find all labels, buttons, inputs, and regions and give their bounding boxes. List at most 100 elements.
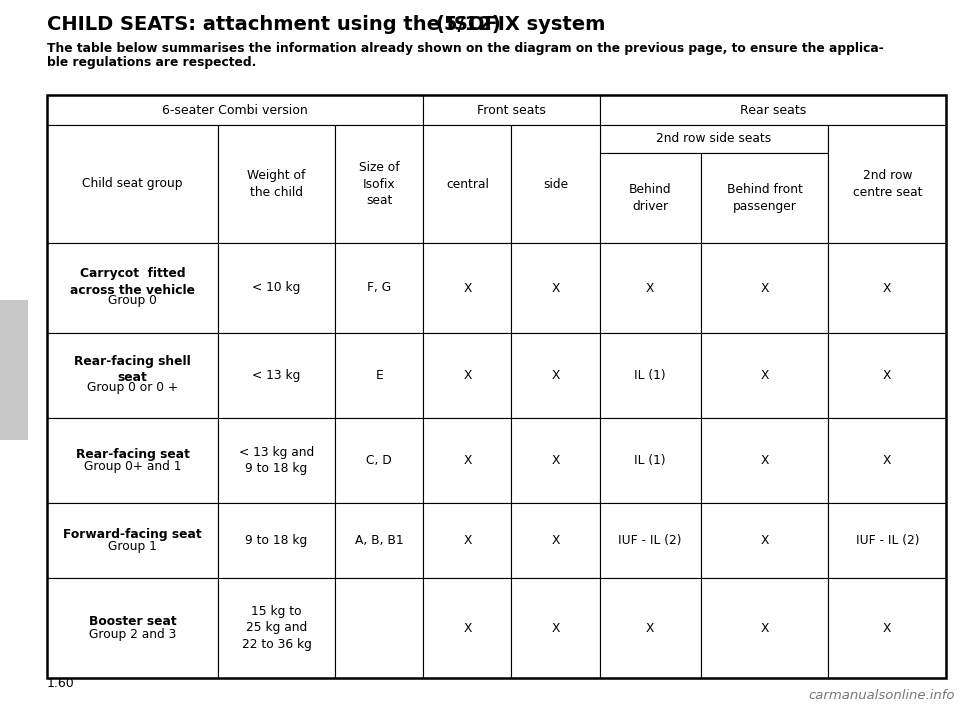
Bar [600,125,828,153]
Text: X: X [760,369,769,382]
Bar [218,418,335,503]
Bar [423,243,512,333]
Bar [512,418,600,503]
Text: X: X [883,369,892,382]
Text: < 13 kg and
9 to 18 kg: < 13 kg and 9 to 18 kg [239,446,314,475]
Bar [335,125,423,243]
Text: A, B, B1: A, B, B1 [355,534,403,547]
Bar [47,578,218,678]
Bar [218,125,335,243]
Bar [335,418,423,503]
Text: central: central [445,178,489,190]
Text: X: X [760,534,769,547]
Text: Rear-facing seat: Rear-facing seat [76,448,189,461]
Bar [218,243,335,333]
Text: E: E [375,369,383,382]
Text: Size of
Isofix
seat: Size of Isofix seat [359,161,399,207]
Bar [335,243,423,333]
Bar [600,578,701,678]
Bar [218,578,335,678]
Bar [423,333,512,418]
Text: F, G: F, G [367,281,392,295]
Text: Group 2 and 3: Group 2 and 3 [89,628,177,640]
Text: Front seats: Front seats [477,104,546,116]
Bar [600,503,701,578]
Bar [701,333,828,418]
Text: IUF - IL (2): IUF - IL (2) [618,534,682,547]
Text: Rear seats: Rear seats [740,104,806,116]
Bar [47,95,423,125]
Bar [335,503,423,578]
Bar [828,578,947,678]
Text: CHILD SEATS: attachment using the ISOFIX system: CHILD SEATS: attachment using the ISOFIX… [47,15,612,34]
Text: X: X [463,621,471,635]
Bar [335,333,423,418]
Text: 2nd row side seats: 2nd row side seats [657,133,772,146]
Text: < 10 kg: < 10 kg [252,281,300,295]
Text: X: X [883,621,892,635]
Text: 1.60: 1.60 [47,677,75,690]
Bar [701,153,828,243]
Bar [47,418,218,503]
Bar [512,333,600,418]
Text: 2nd row
centre seat: 2nd row centre seat [852,169,922,199]
Bar [828,333,947,418]
Text: (5/12): (5/12) [436,15,501,34]
Text: Child seat group: Child seat group [83,178,182,190]
Bar [423,503,512,578]
Bar [701,243,828,333]
Bar [47,125,218,243]
Text: < 13 kg: < 13 kg [252,369,300,382]
Bar [512,503,600,578]
Text: X: X [463,369,471,382]
Bar [218,333,335,418]
Bar [423,95,600,125]
Bar [47,243,218,333]
Bar [600,418,701,503]
Text: X: X [551,454,560,467]
Bar [0,300,28,440]
Text: Booster seat: Booster seat [88,616,177,628]
Text: IL (1): IL (1) [635,369,666,382]
Bar [512,243,600,333]
Bar [423,125,512,243]
Text: X: X [551,281,560,295]
Bar [600,153,701,243]
Bar [701,578,828,678]
Bar [423,418,512,503]
Bar [600,333,701,418]
Text: C, D: C, D [367,454,392,467]
Text: Behind front
passenger: Behind front passenger [727,183,803,213]
Bar [47,503,218,578]
Text: X: X [883,454,892,467]
Bar [828,125,947,243]
Text: X: X [551,621,560,635]
Text: Group 0 or 0 +: Group 0 or 0 + [87,381,178,395]
Text: Group 1: Group 1 [108,540,157,553]
Text: 9 to 18 kg: 9 to 18 kg [246,534,308,547]
Text: X: X [646,621,655,635]
Text: ble regulations are respected.: ble regulations are respected. [47,56,256,69]
Bar [512,125,600,243]
Bar [828,418,947,503]
Text: Behind
driver: Behind driver [629,183,672,213]
Text: X: X [760,281,769,295]
Bar [828,243,947,333]
Bar [512,578,600,678]
Text: X: X [551,534,560,547]
Text: X: X [463,454,471,467]
Text: X: X [760,454,769,467]
Text: Rear-facing shell
seat: Rear-facing shell seat [74,354,191,384]
Text: carmanualsonline.info: carmanualsonline.info [808,689,955,702]
Bar [828,503,947,578]
Text: Forward-facing seat: Forward-facing seat [63,528,202,541]
Text: side: side [543,178,568,190]
Text: X: X [883,281,892,295]
Bar [335,578,423,678]
Bar [701,418,828,503]
Text: Carrycot  fitted
across the vehicle: Carrycot fitted across the vehicle [70,267,195,297]
Bar [47,333,218,418]
Text: IL (1): IL (1) [635,454,666,467]
Text: Group 0+ and 1: Group 0+ and 1 [84,460,181,474]
Bar [218,503,335,578]
